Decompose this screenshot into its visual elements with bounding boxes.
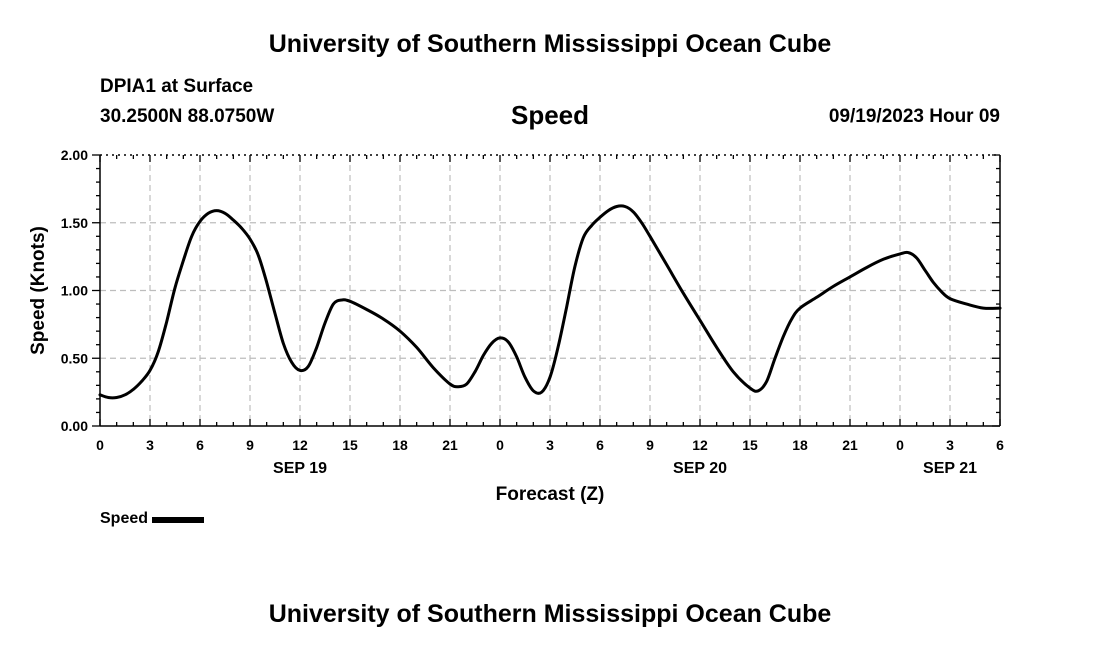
forecast-datetime: 09/19/2023 Hour 09 bbox=[828, 106, 1000, 127]
legend-label: Speed bbox=[100, 510, 149, 527]
axes bbox=[92, 154, 1001, 427]
date-label: SEP 21 bbox=[923, 460, 977, 477]
y-tick-label: 0.50 bbox=[61, 350, 88, 366]
x-tick-label: 18 bbox=[792, 437, 808, 453]
x-tick-label: 0 bbox=[496, 437, 504, 453]
y-tick-label: 2.00 bbox=[61, 147, 88, 163]
legend-swatch bbox=[152, 517, 205, 523]
x-tick-label: 0 bbox=[96, 437, 104, 453]
series-layer bbox=[98, 204, 1002, 400]
y-tick-label: 0.00 bbox=[61, 418, 88, 434]
x-tick-label: 15 bbox=[742, 437, 758, 453]
y-axis-label: Speed (Knots) bbox=[28, 226, 49, 355]
series-line-speed bbox=[98, 204, 1002, 400]
x-tick-label: 18 bbox=[392, 437, 408, 453]
x-tick-label: 21 bbox=[442, 437, 458, 453]
grid bbox=[100, 155, 1000, 426]
date-label: SEP 19 bbox=[273, 460, 327, 477]
x-tick-label: 3 bbox=[546, 437, 554, 453]
legend: Speed bbox=[100, 510, 205, 528]
x-tick-label: 21 bbox=[842, 437, 858, 453]
coordinates-label: 30.2500N 88.0750W bbox=[100, 106, 275, 127]
page-title: University of Southern Mississippi Ocean… bbox=[268, 30, 832, 58]
station-label: DPIA1 at Surface bbox=[100, 76, 254, 97]
x-tick-label: 0 bbox=[896, 437, 904, 453]
axis-labels: 0.00 0.50 1.00 1.50 2.00 0 3 6 9 12 15 18 21 0 3 6 9 12 15… bbox=[28, 147, 1004, 505]
y-tick-label: 1.50 bbox=[61, 215, 88, 231]
x-tick-label: 6 bbox=[196, 437, 204, 453]
y-tick-label: 1.00 bbox=[61, 283, 88, 299]
date-label: SEP 20 bbox=[673, 460, 727, 477]
x-tick-label: 6 bbox=[996, 437, 1004, 453]
x-axis-label: Forecast (Z) bbox=[496, 484, 605, 505]
footer-title: University of Southern Mississippi Ocean… bbox=[268, 600, 832, 628]
x-tick-label: 9 bbox=[246, 437, 254, 453]
x-tick-label: 12 bbox=[692, 437, 708, 453]
x-tick-label: 9 bbox=[646, 437, 654, 453]
x-tick-label: 3 bbox=[146, 437, 154, 453]
x-tick-label: 12 bbox=[292, 437, 308, 453]
chart-title: Speed bbox=[510, 100, 590, 130]
x-tick-label: 3 bbox=[946, 437, 954, 453]
x-tick-label: 15 bbox=[342, 437, 358, 453]
x-tick-label: 6 bbox=[596, 437, 604, 453]
